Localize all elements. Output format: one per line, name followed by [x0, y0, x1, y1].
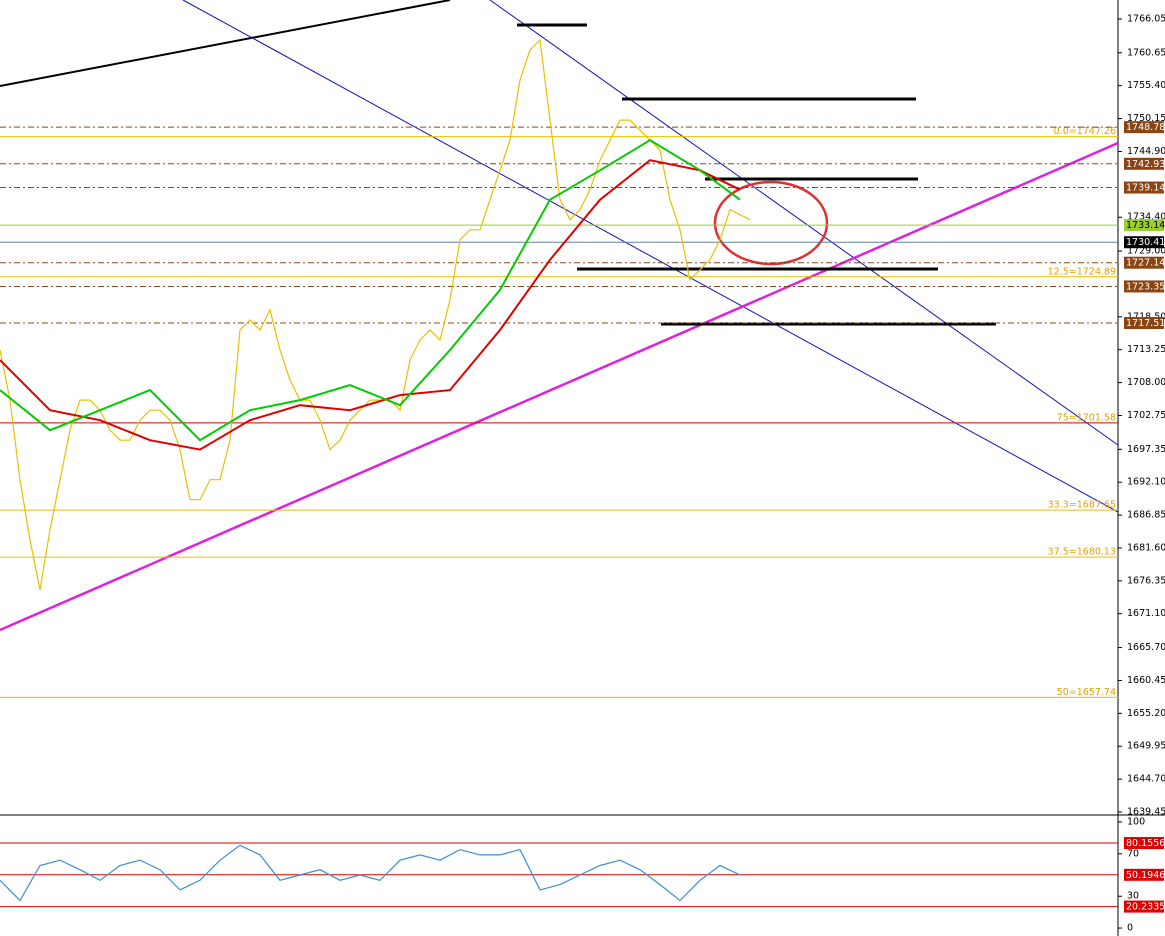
level-label: 1717.51	[1126, 318, 1165, 329]
y-tick-label: 1697.35	[1127, 444, 1165, 455]
y-tick-label: 1665.70	[1127, 642, 1165, 653]
support-line	[0, 141, 1119, 632]
y-tick-label: 1649.95	[1127, 741, 1165, 752]
series-line	[0, 159, 741, 451]
fib-label: 75=1701.58	[1057, 412, 1116, 423]
y-tick-label: 1755.40	[1127, 80, 1165, 91]
y-tick-label: 1655.20	[1127, 708, 1165, 719]
level-label: 50.1946	[1126, 870, 1165, 881]
y-tick-label: 1671.10	[1127, 608, 1165, 619]
y-tick-label: 0	[1127, 923, 1133, 934]
y-tick-label: 1660.45	[1127, 675, 1165, 686]
trend-line	[0, 0, 451, 87]
y-tick-label: 1702.75	[1127, 410, 1165, 421]
fib-label: 12.5=1724.89	[1048, 266, 1116, 277]
level-box	[1124, 256, 1164, 269]
level-label: 20.2335	[1126, 902, 1165, 913]
fib-label: 37.5=1680.13	[1048, 547, 1116, 558]
y-tick-label: 1750.15	[1127, 113, 1165, 124]
level-box	[1124, 219, 1164, 232]
level-box	[1124, 236, 1164, 249]
y-tick-label: 1744.90	[1127, 146, 1165, 157]
level-box	[1124, 157, 1164, 170]
y-tick-label: 1708.00	[1127, 377, 1165, 388]
series-line	[0, 38, 751, 591]
y-tick-label: 1713.25	[1127, 344, 1165, 355]
y-tick-label: 1734.40	[1127, 212, 1165, 223]
y-tick-label: 1639.45	[1127, 806, 1165, 817]
level-box	[1124, 280, 1164, 293]
y-tick-label: 100	[1127, 816, 1145, 827]
y-tick-label: 1676.35	[1127, 575, 1165, 586]
level-label: 1748.78	[1126, 122, 1165, 133]
y-tick-label: 1760.65	[1127, 47, 1165, 58]
y-tick-label: 1686.85	[1127, 510, 1165, 521]
y-tick-label: 1681.60	[1127, 542, 1165, 553]
level-box	[1124, 317, 1164, 330]
channel-line	[182, 0, 1119, 513]
level-label: 1733.14	[1126, 220, 1165, 231]
series-line	[0, 844, 741, 902]
series-line	[0, 139, 741, 442]
y-tick-label: 1644.70	[1127, 774, 1165, 785]
y-tick-label: 1729.00	[1127, 246, 1165, 257]
level-label: 1727.14	[1126, 258, 1165, 269]
level-box	[1124, 868, 1164, 881]
fib-label: 50=1657.74	[1057, 687, 1116, 698]
level-box	[1124, 181, 1164, 194]
level-box	[1124, 121, 1164, 134]
level-label: 80.1556	[1126, 838, 1165, 849]
fib-label: 33.3=1687.65	[1048, 500, 1116, 511]
y-tick-label: 1692.10	[1127, 477, 1165, 488]
y-tick-label: 1766.05	[1127, 13, 1165, 24]
highlight-circle	[713, 180, 829, 266]
fib-label: 0.0=1747.26	[1054, 126, 1116, 137]
y-tick-label: 1718.50	[1127, 311, 1165, 322]
level-label: 1730.41	[1126, 237, 1165, 248]
level-box	[1124, 900, 1164, 913]
level-label: 1723.35	[1126, 281, 1165, 292]
y-tick-label: 30	[1127, 891, 1139, 902]
level-box	[1124, 837, 1164, 850]
y-tick-label: 70	[1127, 848, 1139, 859]
level-label: 1742.93	[1126, 159, 1165, 170]
channel-line	[489, 0, 1119, 446]
level-label: 1739.14	[1126, 183, 1165, 194]
